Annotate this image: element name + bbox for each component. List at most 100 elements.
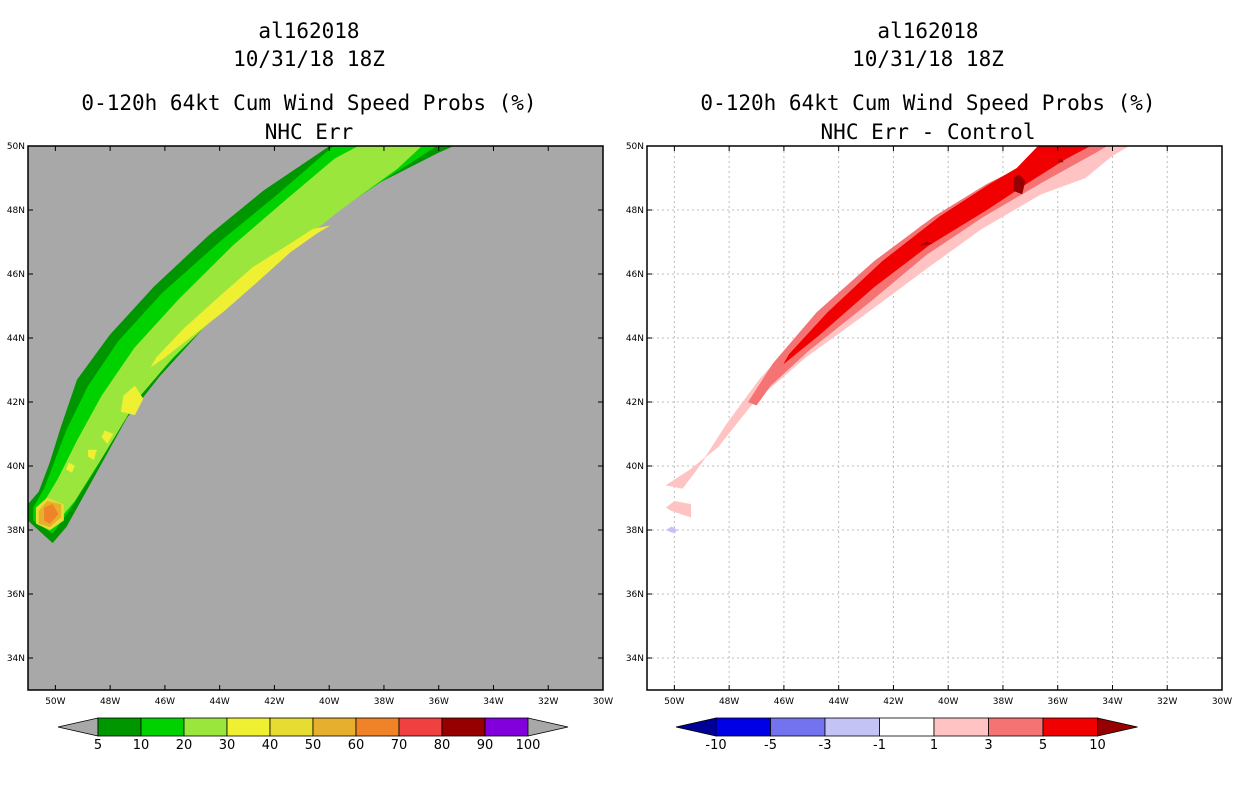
y-tick-label: 50N — [626, 142, 644, 152]
colorbar-swatch — [988, 717, 1044, 737]
x-tick-label: 38W — [993, 697, 1013, 707]
colorbar-label: 80 — [434, 738, 451, 753]
x-tick-label: 46W — [155, 697, 175, 707]
colorbar-swatch — [183, 717, 228, 737]
x-tick-label: 46W — [774, 697, 794, 707]
y-tick-label: 42N — [626, 398, 644, 408]
colorbar-label: 50 — [305, 738, 322, 753]
x-tick-label: 44W — [209, 697, 229, 707]
chart-subtitle: NHC Err - Control — [821, 120, 1036, 144]
x-tick-label: 48W — [100, 697, 120, 707]
colorbar-label: 40 — [262, 738, 279, 753]
colorbar-swatch — [226, 717, 271, 737]
contour-30-40 — [101, 430, 114, 444]
x-tick-label: 50W — [45, 697, 65, 707]
colorbar-swatch — [824, 717, 880, 737]
y-tick-label: 46N — [7, 270, 25, 280]
y-tick-label: 40N — [7, 462, 25, 472]
colorbar-swatch — [398, 717, 443, 737]
x-tick-label: 50W — [664, 697, 684, 707]
colorbar-swatch — [1042, 717, 1098, 737]
y-tick-label: 44N — [7, 334, 25, 344]
chart-subtitle: NHC Err — [265, 120, 354, 144]
colorbar-swatch — [140, 717, 185, 737]
contour-30-40 — [120, 385, 144, 416]
y-tick-label: 36N — [626, 590, 644, 600]
colorbar-label: 10 — [1089, 738, 1106, 753]
contour-30-40 — [150, 225, 330, 368]
y-tick-label: 48N — [626, 206, 644, 216]
y-tick-label: 36N — [7, 590, 25, 600]
panel-nhc-err-minus-control: al162018 10/31/18 18Z 0-120h 64kt Cum Wind… — [626, 19, 1232, 753]
colorbar: -10 -5 -3 -1 1 3 5 10 — [675, 717, 1138, 753]
chart-title: 0-120h 64kt Cum Wind Speed Probs (%) — [81, 91, 536, 115]
colorbar-label: 10 — [133, 738, 150, 753]
colorbar-swatch — [441, 717, 486, 737]
colorbar-swatch — [355, 717, 400, 737]
y-tick-label: 48N — [7, 206, 25, 216]
contour-fills — [665, 146, 1130, 534]
colorbar-low-arrow — [675, 717, 717, 737]
colorbar-low-arrow — [57, 717, 99, 737]
y-tick-label: 40N — [626, 462, 644, 472]
colorbar-label: 20 — [176, 738, 193, 753]
colorbar-swatch — [770, 717, 826, 737]
plot-frame — [646, 145, 1223, 691]
x-tick-label: 32W — [1157, 697, 1177, 707]
contour->10 — [1013, 174, 1026, 195]
colorbar-swatch — [312, 717, 357, 737]
storm-id: al162018 — [877, 19, 978, 43]
x-tick-label: 34W — [1102, 697, 1122, 707]
contour-20-30 — [38, 146, 422, 524]
forecast-date: 10/31/18 18Z — [233, 47, 385, 71]
colorbar-label: -3 — [819, 738, 832, 753]
colorbar-label: 3 — [984, 738, 992, 753]
colorbar-high-arrow — [527, 717, 569, 737]
forecast-date: 10/31/18 18Z — [852, 47, 1004, 71]
y-tick-label: 42N — [7, 398, 25, 408]
x-tick-label: 34W — [483, 697, 503, 707]
x-tick-label: 48W — [719, 697, 739, 707]
x-tick-label: 36W — [1048, 697, 1068, 707]
colorbar-swatch — [97, 717, 142, 737]
colorbar-label: -5 — [764, 738, 777, 753]
x-tick-label: 38W — [374, 697, 394, 707]
contour-30-40 — [66, 462, 75, 473]
colorbar-swatch — [879, 717, 935, 737]
x-tick-label: 30W — [593, 697, 613, 707]
y-tick-label: 46N — [626, 270, 644, 280]
contour-5-10 — [783, 146, 1091, 364]
colorbar-label: -10 — [705, 738, 726, 753]
colorbar-label: 70 — [391, 738, 408, 753]
contour-30-40 — [87, 449, 97, 460]
x-tick-label: 42W — [883, 697, 903, 707]
contour->10 — [920, 241, 933, 246]
contour-60-70 — [44, 504, 59, 524]
x-tick-label: 32W — [538, 697, 558, 707]
colorbar-swatch — [933, 717, 989, 737]
colorbar-label: 5 — [1039, 738, 1047, 753]
colorbar-label: 100 — [516, 738, 541, 753]
x-tick-label: 42W — [264, 697, 284, 707]
x-tick-label: 36W — [429, 697, 449, 707]
x-tick-label: 40W — [938, 697, 958, 707]
y-tick-label: 50N — [7, 142, 25, 152]
y-tick-label: 34N — [7, 654, 25, 664]
contour->10 — [1057, 158, 1064, 163]
plot-frame — [27, 145, 604, 691]
x-tick-label: 30W — [1212, 697, 1232, 707]
y-tick-label: 38N — [626, 526, 644, 536]
colorbar: 5 10 20 30 40 50 60 70 80 90 100 — [57, 717, 569, 753]
contour-3-5 — [748, 146, 1108, 406]
colorbar-label: -1 — [873, 738, 886, 753]
colorbar-high-arrow — [1097, 717, 1138, 737]
colorbar-label: 90 — [477, 738, 494, 753]
contour--1 to -3 — [665, 526, 678, 534]
panel-nhc-err: al162018 10/31/18 18Z 0-120h 64kt Cum Wind… — [7, 19, 613, 753]
x-tick-label: 40W — [319, 697, 339, 707]
x-tick-label: 44W — [828, 697, 848, 707]
storm-id: al162018 — [258, 19, 359, 43]
chart-title: 0-120h 64kt Cum Wind Speed Probs (%) — [700, 91, 1155, 115]
contour-1-3 — [665, 500, 692, 518]
